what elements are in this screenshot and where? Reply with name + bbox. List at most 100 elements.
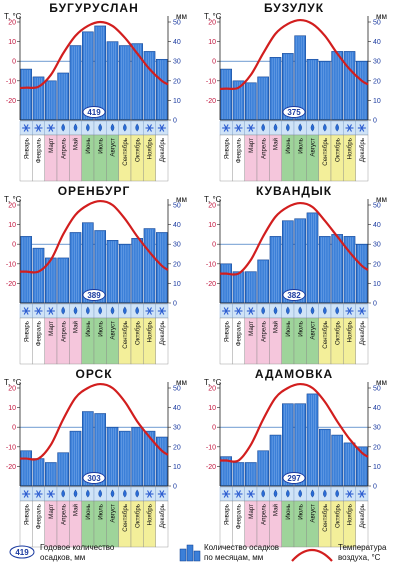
month-label: Июнь [285,138,292,154]
raindrop-icon [110,123,115,132]
month-label: Февраль [36,138,43,163]
month-label: Октябрь [334,504,341,528]
y-tick-label-right: 10 [373,98,381,105]
month-label: Январь [223,138,230,159]
precipitation-bar [106,426,119,487]
precipitation-bar [269,434,282,487]
snowflake-icon [357,307,366,315]
y-axis-left-label: T, °C [204,12,222,21]
month-label: Август [310,504,317,523]
month-label: Октябрь [134,504,141,528]
precipitation-bar [343,51,356,121]
y-axis-right-label: мм [376,195,387,204]
y-tick-label-right: 10 [173,98,181,105]
snowflake-icon [34,124,43,132]
snowflake-icon [246,307,255,315]
precipitation-bar [143,228,156,304]
month-label: Апрель [60,504,67,525]
month-label: Апрель [60,138,67,159]
precipitation-bar [257,76,269,121]
raindrop-icon [273,123,278,132]
month-label: Март [248,138,255,153]
y-tick-label-right: 20 [373,78,381,85]
snowflake-icon [234,490,243,498]
raindrop-icon [135,123,139,132]
precipitation-bar [20,450,32,487]
precipitation-bar [343,442,356,487]
chart-title: АДАМОВКА [255,367,333,381]
legend-annual-badge [9,545,35,559]
y-tick-label-right: 30 [173,59,181,66]
month-label: Март [248,504,255,519]
month-label: Апрель [260,138,267,159]
y-tick-label-left: 20 [8,203,16,210]
raindrop-icon [298,489,302,498]
month-label: Август [310,138,317,157]
month-label: Сентябрь [322,321,329,349]
month-label: Июнь [285,504,292,520]
raindrop-icon [61,489,65,498]
y-tick-label-right: 50 [173,386,181,393]
precipitation-bar [20,68,32,121]
raindrop-icon [86,123,90,132]
annual-precip-value: 303 [87,474,101,483]
snowflake-icon [222,307,231,315]
precipitation-bar [331,51,343,121]
y-tick-label-left: -20 [206,98,216,105]
y-tick-label-left: 10 [208,222,216,229]
climate-chart-svg: ОРЕНБУРГ T, °C мм 20 10 0 -10 -20 50 40 30 20 10 0 389… [4,184,187,365]
month-label: Февраль [36,504,43,529]
snowflake-icon [22,490,31,498]
y-tick-label-left: 0 [12,59,16,66]
y-tick-label-right: 30 [173,425,181,432]
precipitation-bar [331,434,343,487]
precipitation-bar [220,68,232,121]
y-tick-label-left: -20 [206,464,216,471]
y-axis-left-label: T, °C [204,195,222,204]
month-label: Октябрь [334,321,341,345]
annual-precip-badge [282,472,306,484]
month-cell [155,134,169,182]
y-tick-label-left: 10 [8,405,16,412]
legend-temp-line [291,548,333,562]
y-tick-label-right: 0 [173,118,177,125]
y-tick-label-left: 20 [208,20,216,27]
climate-chart-svg: БУГУРУСЛАН T, °C мм 20 10 0 -10 -20 50 40 30 20 10 0 4… [4,1,187,182]
raindrop-icon [98,306,102,315]
precipitation-bar [331,234,343,304]
snowflake-icon [345,307,354,315]
climate-chart-svg: АДАМОВКА T, °C мм 20 10 0 -10 -20 50 40 30 20 10 0 297… [204,367,387,548]
snowflake-icon [222,490,231,498]
precipitation-bar [156,436,168,487]
month-cell [355,134,369,182]
y-tick-label-left: -10 [6,261,16,268]
month-label: Октябрь [134,321,141,345]
month-label: Май [273,503,280,516]
month-label: Июль [297,321,304,337]
chart-title: КУВАНДЫК [256,184,332,198]
raindrop-icon [73,306,78,315]
precipitation-bar [245,462,257,487]
raindrop-icon [123,306,127,315]
raindrop-icon [273,306,278,315]
legend-bar-icon [186,544,194,562]
precipitation-bar [143,51,156,121]
raindrop-icon [98,489,102,498]
chart-title: ОРСК [75,367,112,381]
month-label: Ноябрь [147,321,154,342]
month-label: Декабрь [159,138,166,162]
y-tick-label-right: 40 [173,39,181,46]
y-tick-label-left: -10 [6,444,16,451]
month-label: Ноябрь [347,504,354,525]
precipitation-bar [319,428,331,487]
y-axis-left-label: T, °C [204,378,222,387]
raindrop-icon [86,306,90,315]
month-label: Сентябрь [122,321,129,349]
precipitation-bar [156,58,168,121]
snowflake-icon [246,490,255,498]
y-tick-label-right: 40 [173,222,181,229]
y-tick-label-left: 20 [208,203,216,210]
climate-chart-panel: КУВАНДЫК T, °C мм 20 10 0 -10 -20 50 40 30 20 10 0 382… [200,183,400,366]
precipitation-bar [269,236,282,304]
